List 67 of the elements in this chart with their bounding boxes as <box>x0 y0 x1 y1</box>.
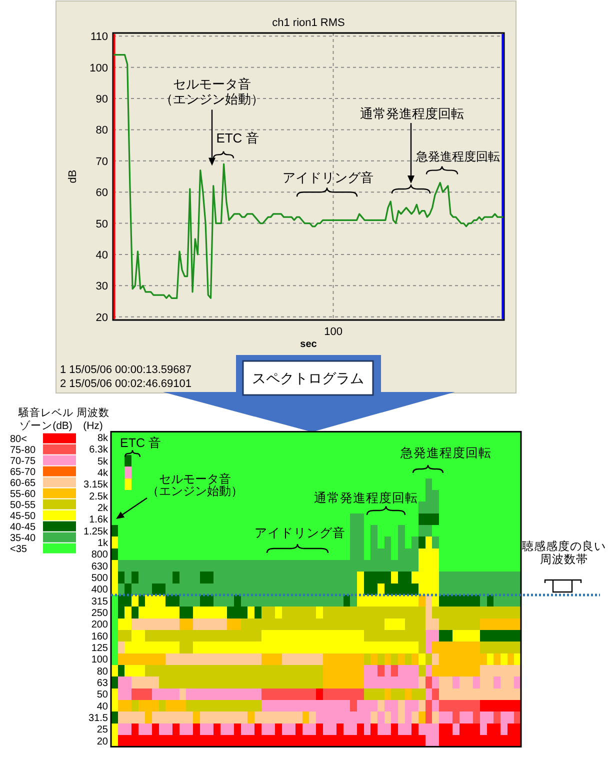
y-axis-title: dB <box>67 170 79 184</box>
y-tick-label: 1.6k <box>89 514 109 526</box>
annotation: 通常発進程度回転 <box>314 490 418 505</box>
color-bar-label: 80< <box>10 434 28 445</box>
chart-title: スペクトログラム <box>252 372 364 387</box>
annotation: 急発進程度回転 <box>400 445 492 460</box>
color-bar-label: <35 <box>10 544 28 555</box>
color-bar-title: 騒音レベルゾーン(dB) <box>18 406 74 432</box>
y-tick-label: 630 <box>91 561 108 572</box>
y-tick-label: 4k <box>97 468 109 480</box>
x-axis-title: sec <box>300 339 318 350</box>
y-tick-label: 250 <box>91 608 108 620</box>
y-tick-label: 20 <box>96 736 108 748</box>
color-bar-label: 35-40 <box>10 532 36 544</box>
color-bar-label: 40-45 <box>10 522 36 533</box>
color-bar-label: 50-55 <box>10 500 36 511</box>
y-tick-label: 500 <box>91 573 108 584</box>
y-tick-label: 110 <box>90 31 108 44</box>
annotation: セルモータ音（エンジン始動） <box>160 76 264 107</box>
y-tick-label: 25 <box>96 724 108 736</box>
y-tick-label: 100 <box>90 62 108 74</box>
y-tick-label: 100 <box>91 654 108 666</box>
y-tick-label: 63 <box>96 678 108 690</box>
annotation: ETC 音 <box>216 130 259 146</box>
y-tick-label: 2k <box>97 503 109 514</box>
y-tick-label: 50 <box>96 218 108 230</box>
y-tick-label: 70 <box>96 156 108 168</box>
y-tick-label: 400 <box>91 584 108 596</box>
annotation: 通常発進程度回転 <box>360 106 464 121</box>
y-tick-label: 90 <box>96 94 108 106</box>
annotation: セルモータ音（エンジン始動） <box>147 472 243 498</box>
y-tick-label: 1k <box>97 538 109 550</box>
y-tick-label: 20 <box>96 312 108 324</box>
y-tick-label: 160 <box>91 631 108 642</box>
y-axis-title: 周波数 (Hz) <box>76 406 110 432</box>
y-tick-label: 125 <box>91 643 108 654</box>
y-tick-label: 40 <box>96 701 108 712</box>
color-bar-label: 60-65 <box>10 478 36 489</box>
y-tick-label: 800 <box>91 550 108 561</box>
y-tick-label: 80 <box>96 124 108 137</box>
annotation: アイドリング音 <box>254 526 346 540</box>
y-tick-label: 5k <box>97 456 109 468</box>
y-tick-label: 6.3k <box>89 444 109 456</box>
annotation: アイドリング音 <box>282 170 374 186</box>
chart-title: ch1 rion1 RMS <box>272 17 345 29</box>
color-bar-label: 75-80 <box>10 444 36 456</box>
y-tick-label: 315 <box>91 596 108 608</box>
text: 1 15/05/06 00:00:13.59687 <box>60 364 192 376</box>
y-tick-label: 200 <box>91 620 108 631</box>
annotation: 急発進程度回転 <box>415 149 500 164</box>
y-tick-label: 8k <box>97 433 109 444</box>
color-bar-label: 70-75 <box>10 456 36 467</box>
text: 2 15/05/06 00:02:46.69101 <box>60 378 192 390</box>
color-bar-label: 45-50 <box>10 510 36 522</box>
color-bar-label: 55-60 <box>10 488 36 500</box>
y-tick-label: 31.5 <box>88 713 108 724</box>
ref-line-label: 聴感感度の良い周波数帯 <box>522 539 606 566</box>
annotation: ETC 音 <box>120 436 162 450</box>
y-tick-label: 1.25k <box>84 526 109 538</box>
y-tick-label: 40 <box>96 249 108 262</box>
y-tick-label: 30 <box>96 280 108 293</box>
color-bar-label: 65-70 <box>10 466 36 478</box>
y-tick-label: 80 <box>96 666 108 678</box>
y-tick-label: 3.15k <box>84 480 109 491</box>
y-tick-label: 2.5k <box>89 491 109 502</box>
y-tick-label: 50 <box>96 690 108 701</box>
y-tick-label: 60 <box>96 187 108 200</box>
